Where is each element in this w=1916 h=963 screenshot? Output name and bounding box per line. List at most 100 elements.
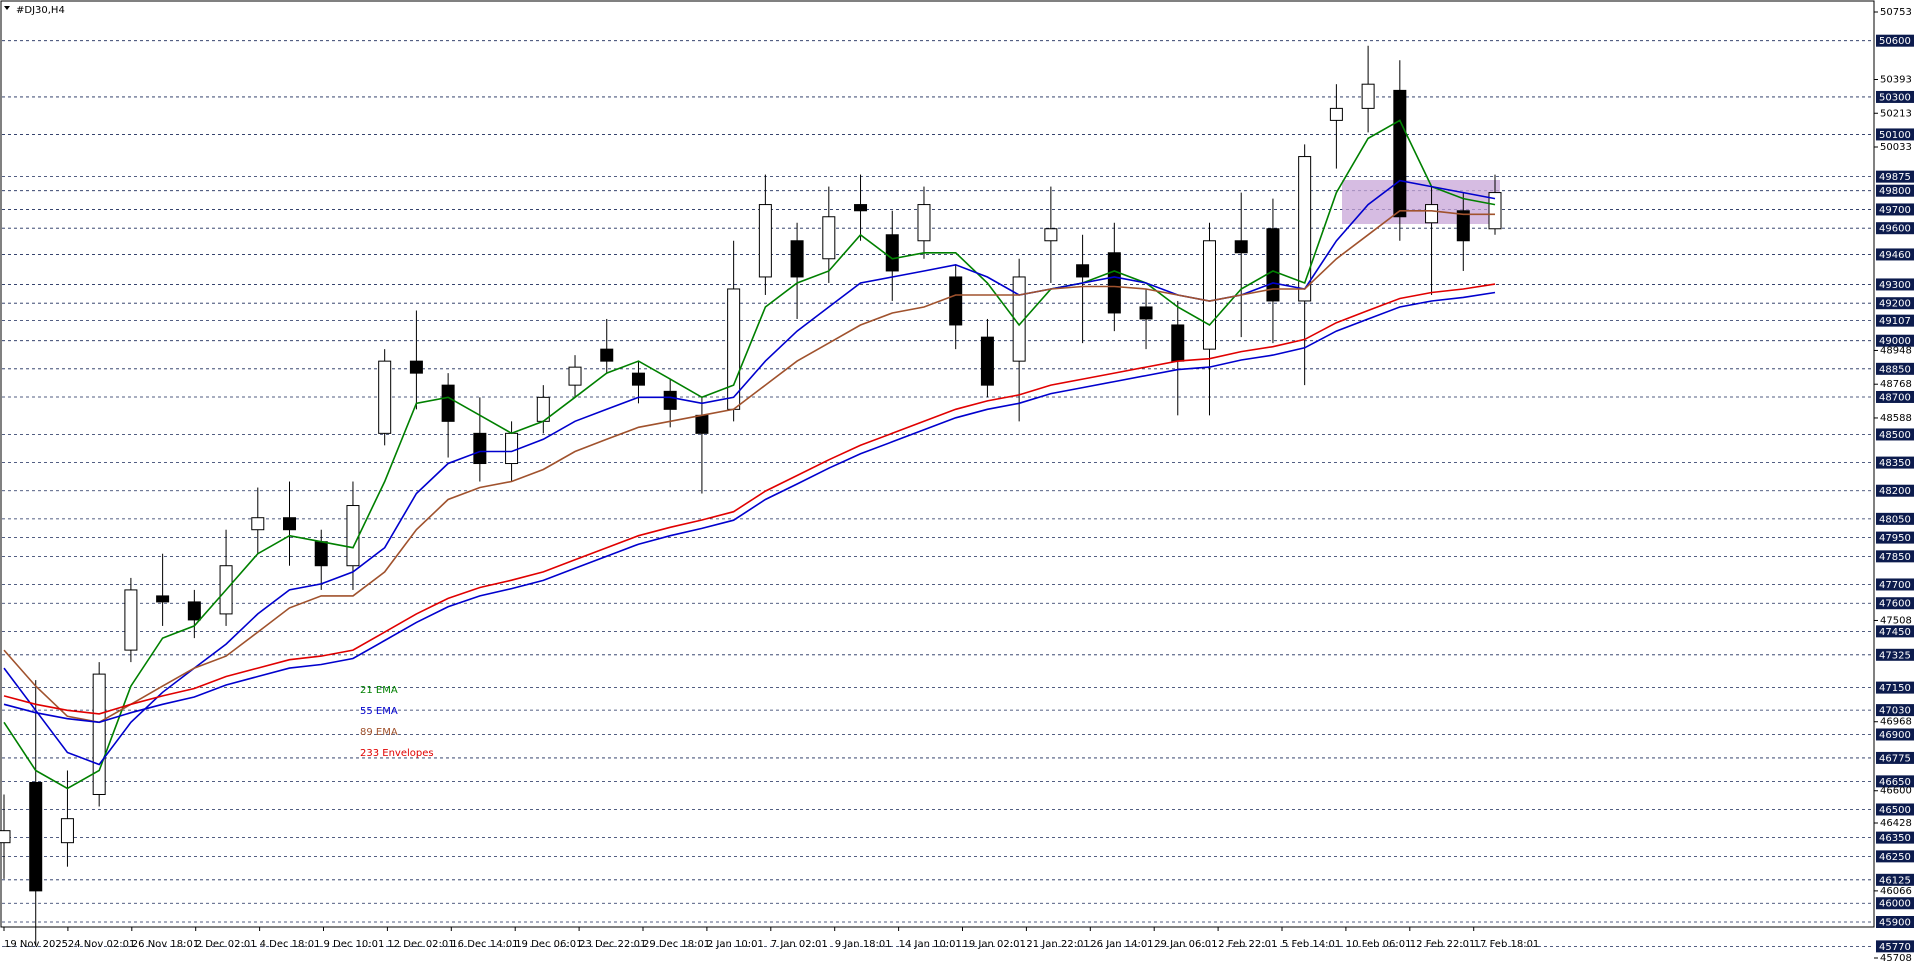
y-tick-label: 50033 [1880, 142, 1912, 153]
price-level-label: 47850 [1879, 552, 1911, 563]
candle-body [0, 830, 11, 844]
price-level-box [1876, 940, 1914, 953]
x-tick-label: 19 Dec 06:01 [515, 939, 582, 950]
price-level-label: 48850 [1879, 364, 1911, 375]
x-tick-label: 29 Jan 06:01 [1154, 939, 1217, 950]
price-level-box [1876, 550, 1914, 563]
price-level-box [1876, 531, 1914, 544]
price-level-box [1876, 704, 1914, 717]
price-level-box [1876, 873, 1914, 886]
x-tick-label: 10 Feb 06:01 [1346, 939, 1412, 950]
price-level-box [1876, 597, 1914, 610]
price-level-box [1876, 390, 1914, 403]
legend-entry: 233 Envelopes [360, 748, 434, 759]
price-level-box [1876, 897, 1914, 910]
price-level-label: 50100 [1879, 130, 1911, 141]
x-tick-label: 17 Feb 18:01 [1474, 939, 1540, 950]
price-level-box [1876, 362, 1914, 375]
candle-body [1361, 83, 1375, 109]
price-level-box [1876, 803, 1914, 816]
price-level-box [1876, 648, 1914, 661]
indicator-line [3, 291, 1496, 724]
candle-body [251, 517, 265, 531]
price-level-box [1876, 278, 1914, 291]
y-tick-label: 50213 [1880, 108, 1912, 119]
y-tick-label: 46428 [1880, 818, 1912, 829]
candle-body [124, 589, 138, 651]
x-tick-label: 9 Dec 10:01 [324, 939, 385, 950]
price-level-box [1876, 578, 1914, 591]
price-level-label: 46350 [1879, 833, 1911, 844]
price-level-label: 49700 [1879, 205, 1911, 216]
price-level-label: 48500 [1879, 430, 1911, 441]
candle-body [822, 216, 836, 260]
candle-body [600, 348, 614, 362]
price-level-box [1876, 456, 1914, 469]
indicator-line [3, 210, 1495, 724]
price-level-box [1876, 484, 1914, 497]
x-tick-label: 9 Jan 18:01 [835, 939, 892, 950]
candle-body [314, 541, 328, 567]
x-tick-label: 2 Dec 02:01 [196, 939, 257, 950]
candle-body [1202, 240, 1216, 350]
price-level-label: 46125 [1879, 875, 1911, 886]
price-level-box [1876, 297, 1914, 310]
x-tick-label: 19 Jan 02:01 [963, 939, 1026, 950]
price-level-label: 46250 [1879, 852, 1911, 863]
x-tick-label: 7 Jan 02:01 [771, 939, 828, 950]
x-tick-label: 23 Dec 22:01 [579, 939, 646, 950]
price-level-label: 46000 [1879, 899, 1911, 910]
candle-body [1171, 324, 1185, 362]
x-tick-label: 26 Nov 18:01 [132, 939, 199, 950]
price-level-label: 48700 [1879, 392, 1911, 403]
y-tick-label: 46968 [1880, 717, 1912, 728]
candle-body [409, 360, 423, 374]
y-tick-label: 46600 [1880, 786, 1912, 797]
price-level-box [1876, 428, 1914, 441]
chart-title: #DJ30,H4 [16, 5, 65, 16]
candle-body [1393, 89, 1407, 218]
price-level-box [1876, 850, 1914, 863]
candle-body [1044, 228, 1058, 242]
candle-body [156, 595, 170, 603]
candle-body [378, 360, 392, 434]
zone-box [1342, 180, 1500, 224]
candle-body [92, 673, 106, 795]
candle-body [473, 432, 487, 465]
price-level-label: 49200 [1879, 299, 1911, 310]
price-level-label: 46775 [1879, 753, 1911, 764]
price-level-label: 48050 [1879, 514, 1911, 525]
price-level-box [1876, 184, 1914, 197]
price-level-box [1876, 90, 1914, 103]
price-level-label: 49460 [1879, 250, 1911, 261]
y-tick-label: 50393 [1880, 75, 1912, 86]
x-tick-label: 16 Dec 14:01 [451, 939, 518, 950]
price-level-label: 49800 [1879, 186, 1911, 197]
price-level-label: 47950 [1879, 533, 1911, 544]
x-tick-label: 2 Jan 10:01 [707, 939, 764, 950]
title-arrow [4, 6, 10, 10]
candle-body [1425, 204, 1439, 224]
legend-entry: 89 EMA [360, 727, 398, 738]
candle-body [980, 336, 994, 386]
x-tick-label: 19 Nov 2025 [4, 939, 68, 950]
y-tick-label: 48588 [1880, 413, 1912, 424]
x-tick-label: 12 Feb 22:01 [1410, 939, 1476, 950]
price-level-label: 49107 [1879, 316, 1911, 327]
price-level-box [1876, 512, 1914, 525]
candle-body [1076, 264, 1090, 278]
price-level-label: 48200 [1879, 486, 1911, 497]
price-level-label: 47450 [1879, 627, 1911, 638]
price-level-box [1876, 915, 1914, 928]
candle-body [1488, 192, 1502, 230]
price-level-box [1876, 831, 1914, 844]
legend-entry: 21 EMA [360, 685, 398, 696]
price-level-label: 50300 [1879, 92, 1911, 103]
price-level-label: 47030 [1879, 706, 1911, 717]
candle-body [663, 390, 677, 410]
price-level-box [1876, 203, 1914, 216]
x-tick-label: 21 Jan 22:01 [1026, 939, 1089, 950]
price-level-label: 49000 [1879, 336, 1911, 347]
candle-body [1107, 252, 1121, 314]
